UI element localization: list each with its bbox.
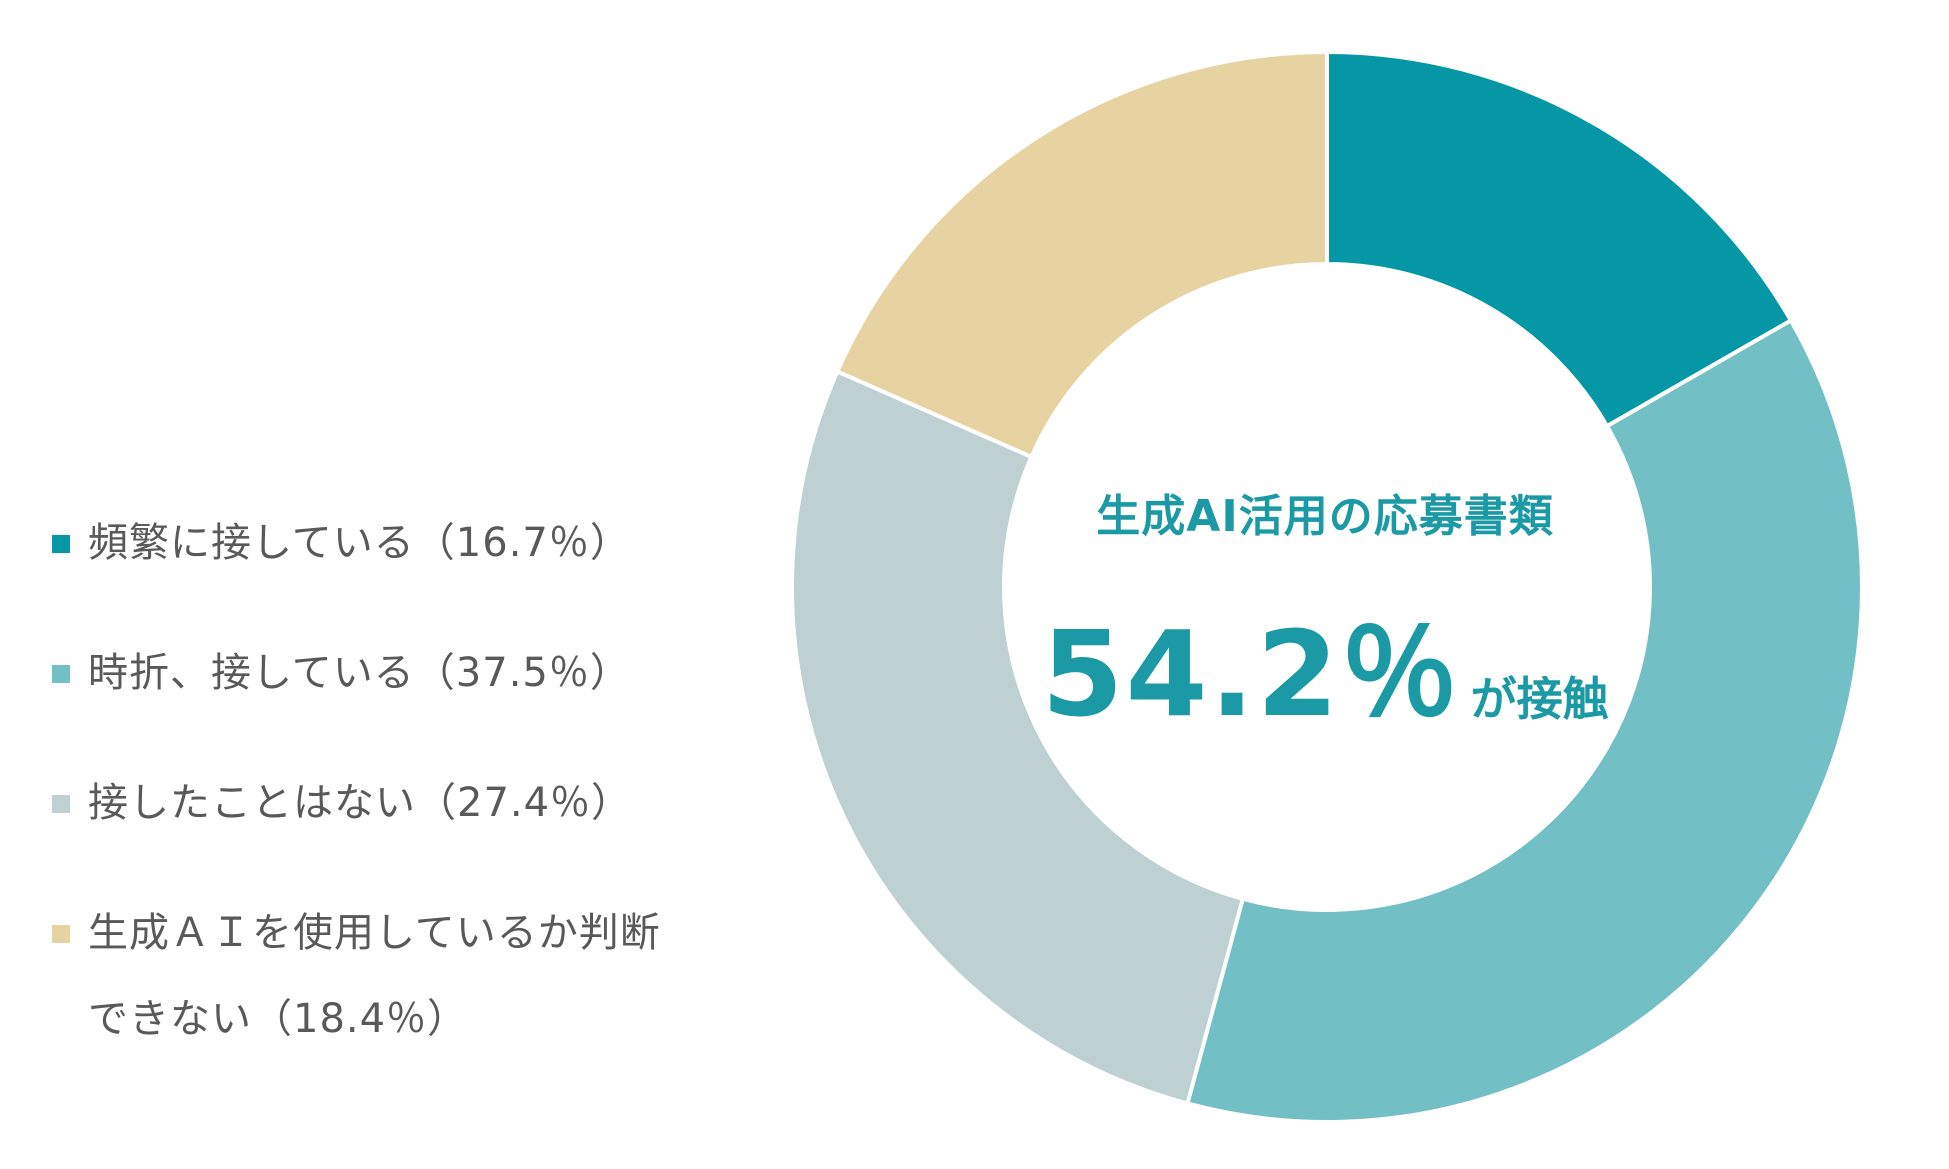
- donut-slice-sometimes: [1184, 317, 1864, 1124]
- donut-slice-never: [790, 368, 1246, 1106]
- legend: 頻繁に接している（16.7％） 時折、接している（37.5％） 接したことはない…: [52, 500, 772, 1106]
- legend-item-frequent: 頻繁に接している（16.7％）: [52, 500, 772, 586]
- center-suffix: が接触: [1470, 672, 1609, 726]
- legend-swatch-sometimes: [52, 665, 70, 683]
- legend-swatch-frequent: [52, 535, 70, 553]
- legend-swatch-unknown: [52, 925, 70, 943]
- legend-label-sometimes: 時折、接している（37.5％）: [88, 650, 631, 696]
- legend-item-unknown: 生成ＡＩを使用しているか判断 できない（18.4％）: [52, 890, 772, 1062]
- legend-label-unknown: 生成ＡＩを使用しているか判断 できない（18.4％）: [88, 910, 661, 1042]
- center-value: 54.2％: [1041, 605, 1461, 743]
- legend-label-frequent: 頻繁に接している（16.7％）: [88, 520, 631, 566]
- legend-item-sometimes: 時折、接している（37.5％）: [52, 630, 772, 716]
- legend-label-never: 接したことはない（27.4％）: [88, 780, 633, 826]
- donut-slice-frequent: [1325, 49, 1794, 429]
- center-title: 生成AI活用の応募書類: [1096, 491, 1554, 542]
- donut-slices: [790, 49, 1864, 1124]
- legend-swatch-never: [52, 795, 70, 813]
- legend-item-never: 接したことはない（27.4％）: [52, 760, 772, 846]
- center-value-row: 54.2％ が接触: [1000, 578, 1650, 749]
- donut-slice-unknown: [834, 49, 1329, 460]
